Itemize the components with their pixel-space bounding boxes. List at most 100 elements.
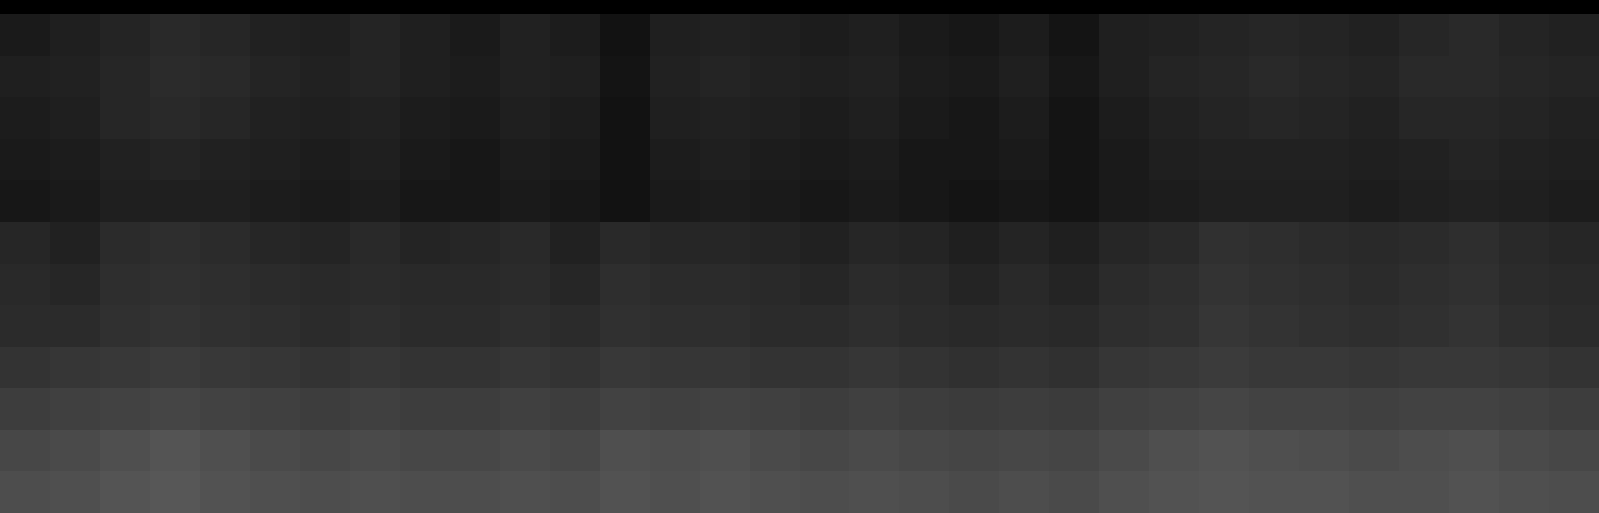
cell — [1149, 305, 1200, 347]
cell — [1399, 97, 1450, 139]
cell — [1399, 264, 1450, 306]
cell — [500, 56, 551, 98]
cell — [100, 305, 151, 347]
cell — [750, 430, 801, 472]
cell — [949, 347, 1000, 389]
cell — [800, 222, 851, 264]
cell — [650, 180, 701, 222]
cell — [1549, 139, 1599, 181]
cell — [1149, 180, 1200, 222]
cell — [800, 471, 851, 513]
cell — [849, 222, 900, 264]
cell — [1099, 180, 1150, 222]
cell — [1199, 14, 1250, 56]
cells — [0, 14, 1599, 513]
cell — [450, 305, 501, 347]
cell — [1049, 430, 1100, 472]
cell — [250, 180, 301, 222]
cell — [899, 388, 950, 430]
cell — [750, 388, 801, 430]
cell — [150, 430, 201, 472]
cell — [1349, 222, 1400, 264]
cell — [650, 305, 701, 347]
cell — [899, 180, 950, 222]
cell — [500, 139, 551, 181]
cell — [100, 180, 151, 222]
cell — [350, 430, 401, 472]
cell — [1249, 56, 1300, 98]
cell — [1099, 471, 1150, 513]
cell — [400, 305, 451, 347]
cell — [1099, 264, 1150, 306]
cell — [999, 264, 1050, 306]
cell — [0, 222, 51, 264]
cell — [1199, 305, 1250, 347]
cell — [800, 347, 851, 389]
cell — [700, 222, 751, 264]
cell — [250, 222, 301, 264]
cell — [899, 97, 950, 139]
cell — [849, 347, 900, 389]
cell — [200, 180, 251, 222]
cell — [300, 388, 351, 430]
cell — [50, 14, 101, 56]
cell — [899, 305, 950, 347]
cell — [849, 139, 900, 181]
cell — [600, 347, 651, 389]
cell — [150, 180, 201, 222]
cell — [1399, 430, 1450, 472]
cell — [899, 430, 950, 472]
cell — [800, 139, 851, 181]
cell — [250, 139, 301, 181]
cell — [550, 305, 601, 347]
cell — [750, 56, 801, 98]
cell — [400, 264, 451, 306]
cell — [500, 14, 551, 56]
cell — [750, 14, 801, 56]
cell — [750, 222, 801, 264]
cell — [1499, 14, 1550, 56]
cell — [300, 139, 351, 181]
cell — [1199, 347, 1250, 389]
cell — [1149, 347, 1200, 389]
cell — [650, 471, 701, 513]
cell — [200, 430, 251, 472]
cell — [350, 56, 401, 98]
cell — [1499, 97, 1550, 139]
cell — [949, 471, 1000, 513]
cell — [750, 139, 801, 181]
cell — [1349, 430, 1400, 472]
cell — [1299, 264, 1350, 306]
cell — [600, 139, 651, 181]
cell — [999, 471, 1050, 513]
cell — [1099, 347, 1150, 389]
cell — [600, 180, 651, 222]
cell — [500, 97, 551, 139]
cell — [600, 388, 651, 430]
cell — [450, 471, 501, 513]
cell — [0, 471, 51, 513]
cell — [1449, 139, 1500, 181]
cell — [650, 139, 701, 181]
background — [0, 0, 1599, 513]
cell — [200, 14, 251, 56]
cell — [700, 56, 751, 98]
cell — [1249, 430, 1300, 472]
cell — [650, 264, 701, 306]
cell — [250, 347, 301, 389]
cell — [1049, 97, 1100, 139]
cell — [1549, 97, 1599, 139]
cell — [450, 430, 501, 472]
cell — [0, 388, 51, 430]
cell — [999, 305, 1050, 347]
cell — [1549, 388, 1599, 430]
cell — [600, 305, 651, 347]
cell — [300, 222, 351, 264]
cell — [700, 471, 751, 513]
cell — [1049, 56, 1100, 98]
cell — [1449, 14, 1500, 56]
cell — [250, 14, 301, 56]
cell — [800, 264, 851, 306]
cell — [1199, 222, 1250, 264]
cell — [1449, 388, 1500, 430]
